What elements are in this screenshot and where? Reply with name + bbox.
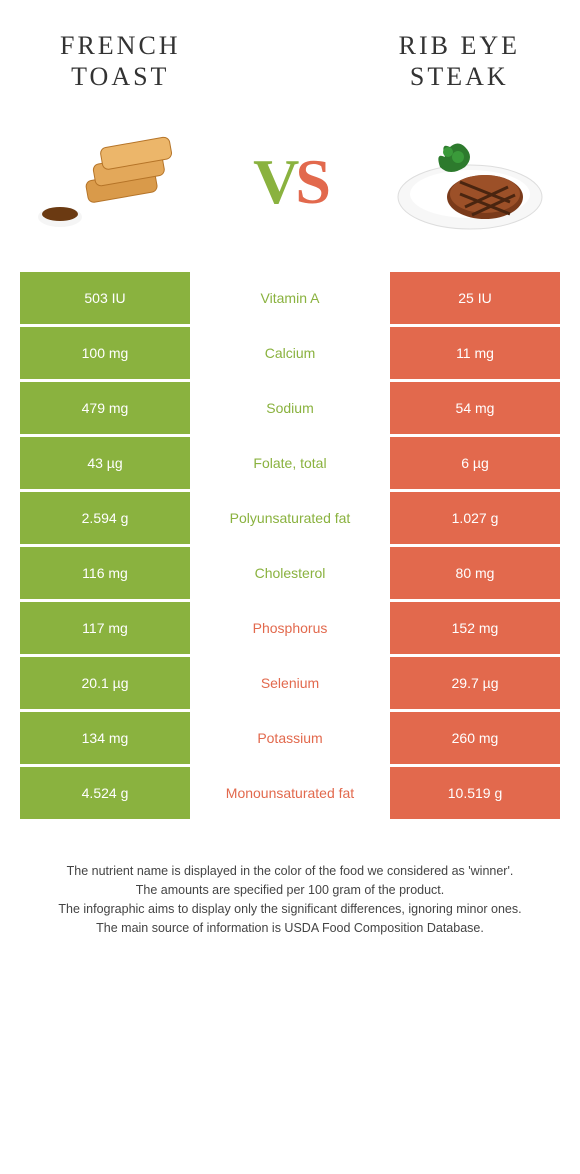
value-left: 2.594 g <box>20 492 190 544</box>
value-right: 1.027 g <box>390 492 560 544</box>
vs-row: VS <box>0 102 580 272</box>
vs-s: S <box>295 146 327 217</box>
value-right: 11 mg <box>390 327 560 379</box>
steak-icon <box>390 122 550 242</box>
table-row: 134 mgPotassium260 mg <box>20 712 560 764</box>
nutrient-label: Selenium <box>190 657 390 709</box>
table-row: 100 mgCalcium11 mg <box>20 327 560 379</box>
title-left-line1: FRENCH <box>60 31 181 60</box>
value-right: 54 mg <box>390 382 560 434</box>
footer: The nutrient name is displayed in the co… <box>0 822 580 957</box>
french-toast-icon <box>30 122 190 242</box>
table-row: 4.524 gMonounsaturated fat10.519 g <box>20 767 560 819</box>
nutrient-label: Sodium <box>190 382 390 434</box>
footer-line3: The infographic aims to display only the… <box>30 900 550 919</box>
value-left: 20.1 µg <box>20 657 190 709</box>
title-left: FRENCH TOAST <box>60 30 181 92</box>
value-right: 260 mg <box>390 712 560 764</box>
nutrient-label: Folate, total <box>190 437 390 489</box>
header: FRENCH TOAST RIB EYE STEAK <box>0 0 580 102</box>
value-right: 25 IU <box>390 272 560 324</box>
table-row: 2.594 gPolyunsaturated fat1.027 g <box>20 492 560 544</box>
value-left: 4.524 g <box>20 767 190 819</box>
value-left: 134 mg <box>20 712 190 764</box>
nutrient-label: Potassium <box>190 712 390 764</box>
nutrient-label: Phosphorus <box>190 602 390 654</box>
vs-v: V <box>253 146 295 217</box>
value-left: 117 mg <box>20 602 190 654</box>
nutrient-label: Calcium <box>190 327 390 379</box>
value-right: 6 µg <box>390 437 560 489</box>
title-right: RIB EYE STEAK <box>399 30 520 92</box>
value-left: 43 µg <box>20 437 190 489</box>
value-right: 29.7 µg <box>390 657 560 709</box>
value-left: 116 mg <box>20 547 190 599</box>
vs-label: VS <box>253 145 327 219</box>
value-right: 10.519 g <box>390 767 560 819</box>
footer-line4: The main source of information is USDA F… <box>30 919 550 938</box>
table-row: 117 mgPhosphorus152 mg <box>20 602 560 654</box>
nutrient-label: Polyunsaturated fat <box>190 492 390 544</box>
value-left: 479 mg <box>20 382 190 434</box>
title-right-line2: STEAK <box>410 62 509 91</box>
nutrient-label: Cholesterol <box>190 547 390 599</box>
value-left: 100 mg <box>20 327 190 379</box>
nutrient-label: Monounsaturated fat <box>190 767 390 819</box>
title-left-line2: TOAST <box>71 62 169 91</box>
table-row: 20.1 µgSelenium29.7 µg <box>20 657 560 709</box>
table-row: 503 IUVitamin A25 IU <box>20 272 560 324</box>
title-right-line1: RIB EYE <box>399 31 520 60</box>
table-row: 479 mgSodium54 mg <box>20 382 560 434</box>
value-right: 152 mg <box>390 602 560 654</box>
table-row: 43 µgFolate, total6 µg <box>20 437 560 489</box>
nutrient-table: 503 IUVitamin A25 IU100 mgCalcium11 mg47… <box>20 272 560 819</box>
table-row: 116 mgCholesterol80 mg <box>20 547 560 599</box>
value-right: 80 mg <box>390 547 560 599</box>
footer-line2: The amounts are specified per 100 gram o… <box>30 881 550 900</box>
footer-line1: The nutrient name is displayed in the co… <box>30 862 550 881</box>
value-left: 503 IU <box>20 272 190 324</box>
nutrient-label: Vitamin A <box>190 272 390 324</box>
